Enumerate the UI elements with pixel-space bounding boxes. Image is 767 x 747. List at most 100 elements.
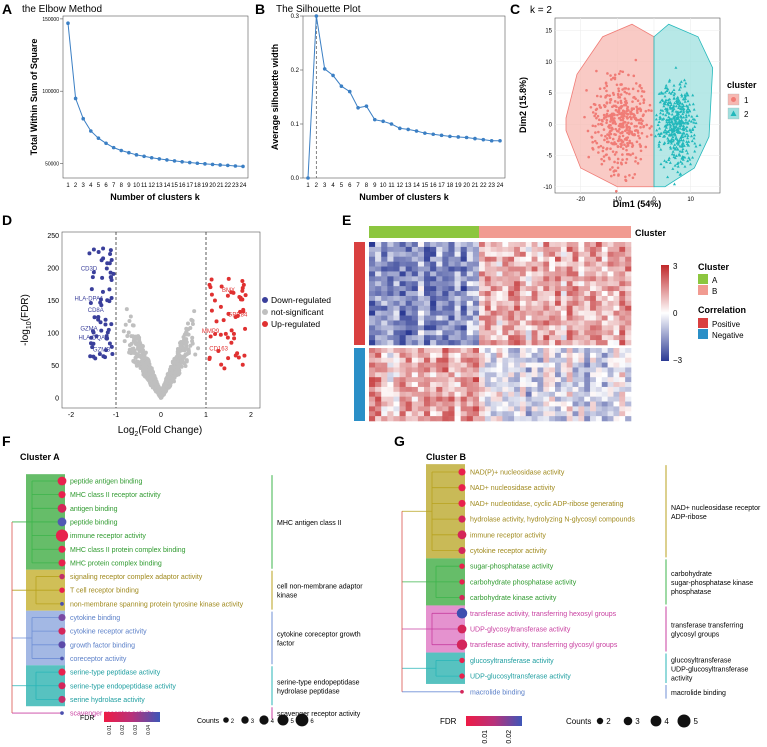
- cluster-a-annotation-bar: [369, 226, 479, 238]
- cluster-1-point: [623, 87, 626, 90]
- heatmap-cell: [460, 276, 468, 282]
- heatmap-cell: [595, 340, 603, 346]
- heatmap-cell: [590, 330, 597, 336]
- heatmap-cell: [560, 300, 567, 307]
- cluster-2-point: [663, 124, 667, 128]
- data-point: [456, 135, 461, 139]
- cluster-1-point: [631, 152, 635, 155]
- cluster-1-point: [639, 157, 643, 161]
- heatmap-cell: [508, 401, 515, 407]
- heatmap-cell: [543, 261, 550, 267]
- cluster-2-point: [657, 142, 661, 146]
- heatmap-cell: [375, 401, 382, 407]
- cluster-2-point: [671, 139, 675, 143]
- cluster-2-point: [685, 140, 689, 143]
- not-significant-point: [192, 309, 197, 314]
- term-dot: [58, 641, 66, 649]
- cluster-2-point: [681, 120, 685, 124]
- heatmap-cell: [625, 256, 632, 262]
- heatmap-cell: [466, 386, 474, 393]
- panel-letter-b: B: [255, 1, 265, 17]
- group-label: cytokine coreceptor growth: [277, 631, 361, 638]
- up-regulated-point: [209, 308, 214, 313]
- heatmap-cell: [519, 295, 527, 302]
- cluster-1-point: [616, 110, 620, 114]
- heatmap-cell: [448, 348, 455, 354]
- x-tick-label: 1: [306, 183, 310, 189]
- heatmap-cell: [625, 276, 632, 282]
- group-label: glucosyltransferase: [671, 657, 731, 664]
- term-dot: [456, 639, 468, 650]
- heatmap-cell: [590, 320, 597, 326]
- positive-correlation-bar: [354, 242, 365, 345]
- cluster-1-point: [620, 115, 623, 119]
- heatmap-cell: [514, 401, 521, 407]
- cluster-2-point: [682, 115, 686, 119]
- heatmap-cell: [519, 300, 527, 307]
- heatmap-cell: [424, 305, 431, 311]
- silhouette-y-label: Average silhouette width: [270, 44, 280, 150]
- data-point: [322, 67, 327, 71]
- cluster-2-point: [695, 114, 699, 117]
- up-regulated-point: [242, 353, 247, 358]
- heatmap-cell: [619, 377, 626, 383]
- cluster-1-point: [641, 89, 644, 93]
- heatmap-cell: [381, 320, 388, 326]
- heatmap-cell: [537, 261, 544, 267]
- cluster-b-legend-label: B: [712, 287, 717, 296]
- heatmap-cell: [531, 271, 538, 277]
- heatmap-cell: [519, 367, 527, 373]
- heatmap-cell: [578, 276, 585, 282]
- heatmap-cell: [566, 340, 573, 346]
- heatmap-cell: [625, 340, 632, 346]
- cluster-1-point: [621, 141, 624, 144]
- heatmap-cell: [448, 271, 455, 277]
- heatmap-cell: [375, 281, 382, 287]
- cluster-2-point: [668, 128, 672, 132]
- cluster-2-point: [692, 133, 696, 137]
- heatmap-cell: [472, 242, 480, 248]
- heatmap-cell: [555, 372, 562, 378]
- heatmap-cell: [625, 367, 632, 373]
- down-regulated-point: [104, 348, 109, 353]
- cluster-1-point: [637, 121, 641, 125]
- cluster-1-point: [599, 95, 603, 98]
- cluster-2-point: [678, 149, 682, 153]
- heatmap-cell: [584, 261, 591, 267]
- heatmap-cell: [613, 242, 620, 248]
- term-label: MHC protein complex binding: [70, 560, 162, 567]
- heatmap-cell: [560, 295, 567, 302]
- heatmap-cell: [555, 377, 562, 383]
- cluster-1-point: [590, 135, 594, 139]
- heatmap-cell: [584, 362, 591, 368]
- heatmap-cell: [405, 305, 413, 311]
- heatmap-cell: [625, 396, 632, 402]
- heatmap-cell: [578, 251, 585, 258]
- heatmap-cell: [436, 391, 443, 397]
- heatmap-cell: [430, 315, 437, 321]
- heatmap-cell: [625, 411, 632, 417]
- heatmap-cell: [454, 281, 461, 287]
- heatmap-cell: [479, 246, 486, 253]
- data-point: [81, 116, 86, 121]
- heatmap-cell: [607, 411, 614, 417]
- heatmap-cell: [508, 340, 515, 346]
- heatmap-cell: [399, 315, 406, 321]
- heatmap-cell: [393, 246, 400, 253]
- heatmap-cell: [466, 372, 474, 378]
- heatmap-cell: [436, 416, 443, 422]
- heatmap-cell: [607, 348, 614, 354]
- heatmap-cell: [543, 251, 550, 258]
- heatmap-cell: [590, 325, 597, 331]
- y-tick-label: 100000: [42, 89, 59, 95]
- x-tick-label: 4: [331, 183, 335, 189]
- heatmap-cell: [572, 315, 579, 321]
- heatmap-cell: [508, 372, 515, 378]
- heatmap-cell: [502, 362, 509, 368]
- up-regulated-point: [208, 334, 213, 339]
- heatmap-cell: [560, 352, 567, 359]
- heatmap-cell: [375, 266, 382, 272]
- not-significant-point: [128, 314, 133, 319]
- heatmap-cell: [607, 372, 614, 378]
- heatmap-cell: [436, 291, 443, 297]
